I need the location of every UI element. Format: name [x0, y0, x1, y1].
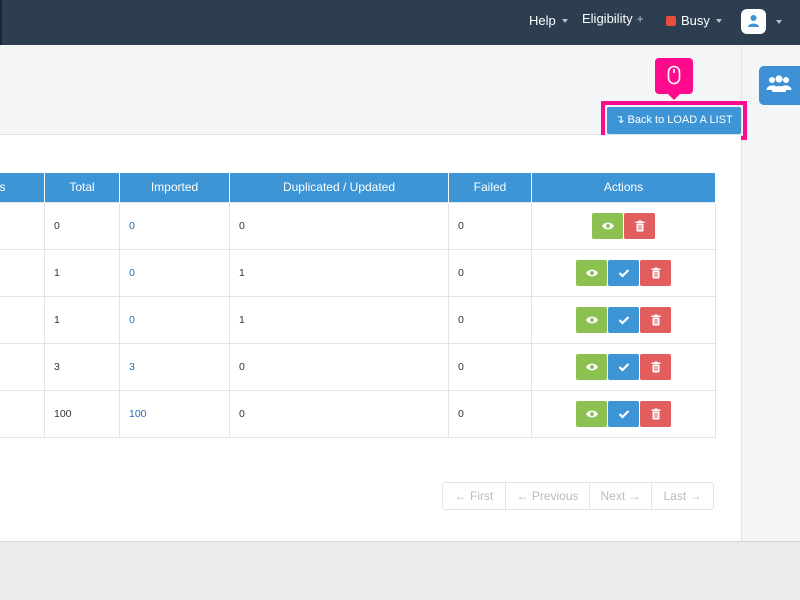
top-navbar: Help Eligibility + Busy — [0, 0, 800, 45]
imported-cell: 3 — [119, 342, 230, 391]
confirm-button[interactable] — [608, 400, 639, 427]
actions-cell — [531, 201, 716, 250]
view-button[interactable] — [576, 353, 607, 380]
plus-icon: + — [636, 12, 644, 26]
level-down-icon: ↴ — [615, 114, 625, 126]
table-row: 100 100 0 0 — [0, 389, 716, 438]
imported-cell: 0 — [119, 295, 230, 344]
duplicated-cell: 1 — [229, 248, 449, 297]
actions-cell — [531, 248, 716, 297]
delete-button[interactable] — [624, 212, 655, 239]
footer — [0, 541, 800, 600]
total-cell: 100 — [44, 389, 120, 438]
eligibility-label: Eligibility — [582, 11, 633, 26]
failed-cell: 0 — [448, 248, 532, 297]
eye-icon — [585, 410, 598, 417]
view-button[interactable] — [576, 259, 607, 286]
delete-button[interactable] — [640, 400, 671, 427]
pagination: ← First ← Previous Next → Last → — [442, 482, 714, 510]
check-icon — [618, 315, 629, 324]
user-icon — [748, 15, 759, 27]
table-header-row: s Total Imported Duplicated / Updated Fa… — [0, 173, 716, 202]
trash-icon — [651, 267, 660, 278]
column-header: s — [0, 173, 45, 202]
total-cell: 1 — [44, 295, 120, 344]
help-label: Help — [529, 13, 556, 28]
import-results-table: s Total Imported Duplicated / Updated Fa… — [0, 173, 716, 438]
status-label: Busy — [681, 13, 710, 28]
eye-icon — [585, 316, 598, 323]
back-button-label: Back to LOAD A LIST — [627, 114, 733, 126]
click-indicator — [655, 58, 693, 100]
duplicated-cell: 0 — [229, 389, 449, 438]
actions-cell — [531, 389, 716, 438]
confirm-button[interactable] — [608, 306, 639, 333]
column-header-duplicated: Duplicated / Updated — [229, 173, 449, 202]
name-cell — [0, 248, 45, 297]
trash-icon — [651, 408, 660, 419]
check-icon — [618, 268, 629, 277]
back-to-load-list-button[interactable]: ↴ Back to LOAD A LIST — [607, 107, 741, 134]
name-cell — [0, 201, 45, 250]
chevron-down-icon — [561, 18, 568, 23]
total-cell: 1 — [44, 248, 120, 297]
confirm-button[interactable] — [608, 353, 639, 380]
check-icon — [618, 362, 629, 371]
trash-icon — [651, 314, 660, 325]
name-cell — [0, 342, 45, 391]
last-page-link[interactable]: Last → — [663, 489, 702, 503]
column-header-failed: Failed — [448, 173, 532, 202]
contacts-panel-button[interactable] — [759, 66, 800, 105]
actions-cell — [531, 295, 716, 344]
help-menu[interactable]: Help — [529, 0, 568, 45]
users-icon — [766, 75, 792, 92]
table-row: 1 0 1 0 — [0, 248, 716, 297]
avatar[interactable] — [741, 9, 766, 34]
trash-icon — [635, 220, 644, 231]
delete-button[interactable] — [640, 306, 671, 333]
column-header-imported: Imported — [119, 173, 230, 202]
imported-cell: 0 — [119, 201, 230, 250]
table-row: 3 3 0 0 — [0, 342, 716, 391]
status-menu[interactable]: Busy — [666, 0, 722, 45]
view-button[interactable] — [576, 400, 607, 427]
actions-cell — [531, 342, 716, 391]
failed-cell: 0 — [448, 389, 532, 438]
chevron-down-icon — [715, 18, 722, 23]
column-header-actions: Actions — [531, 173, 716, 202]
check-icon — [618, 409, 629, 418]
mouse-icon — [667, 65, 681, 85]
table-row: 0 0 0 0 — [0, 201, 716, 250]
right-sidebar — [741, 45, 800, 542]
total-cell: 3 — [44, 342, 120, 391]
chevron-down-icon[interactable] — [776, 20, 782, 24]
table-row: 1 0 1 0 — [0, 295, 716, 344]
status-indicator — [666, 15, 676, 26]
duplicated-cell: 0 — [229, 342, 449, 391]
failed-cell: 0 — [448, 201, 532, 250]
eye-icon — [601, 222, 614, 229]
column-header-total: Total — [44, 173, 120, 202]
view-button[interactable] — [576, 306, 607, 333]
next-page-link[interactable]: Next → — [590, 483, 652, 509]
first-page-link[interactable]: ← First — [443, 483, 506, 509]
view-button[interactable] — [592, 212, 623, 239]
imported-cell: 100 — [119, 389, 230, 438]
duplicated-cell: 1 — [229, 295, 449, 344]
failed-cell: 0 — [448, 295, 532, 344]
eye-icon — [585, 269, 598, 276]
failed-cell: 0 — [448, 342, 532, 391]
total-cell: 0 — [44, 201, 120, 250]
duplicated-cell: 0 — [229, 201, 449, 250]
eligibility-menu[interactable]: Eligibility + — [582, 0, 644, 43]
trash-icon — [651, 361, 660, 372]
delete-button[interactable] — [640, 259, 671, 286]
imported-cell: 0 — [119, 248, 230, 297]
eye-icon — [585, 363, 598, 370]
previous-page-link[interactable]: ← Previous — [506, 483, 590, 509]
delete-button[interactable] — [640, 353, 671, 380]
confirm-button[interactable] — [608, 259, 639, 286]
name-cell — [0, 295, 45, 344]
name-cell — [0, 389, 45, 438]
